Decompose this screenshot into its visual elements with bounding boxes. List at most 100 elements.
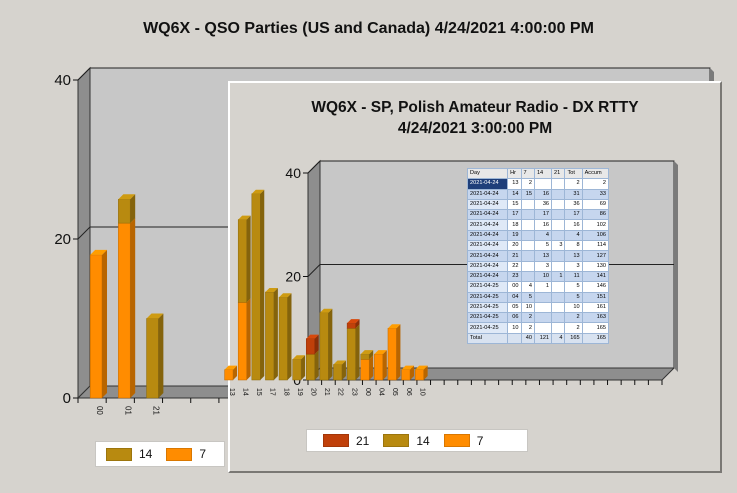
legend-item-14: 14 bbox=[106, 447, 152, 461]
table-cell: 2021-04-25 bbox=[466, 301, 509, 314]
table-cell: 17 bbox=[533, 209, 553, 221]
table-cell: 13 bbox=[507, 178, 522, 190]
table-row[interactable]: 2021-04-24 20 5 3 8 114 bbox=[466, 240, 610, 252]
legend-item-14: 14 bbox=[383, 434, 430, 448]
table-cell: 69 bbox=[581, 198, 610, 211]
bar-top-7-00 bbox=[90, 249, 108, 255]
table-cell bbox=[533, 301, 553, 314]
x-tick-label: 18 bbox=[282, 388, 289, 396]
table-cell: 16 bbox=[533, 219, 553, 231]
table-cell bbox=[533, 312, 553, 324]
x-tick-label: 04 bbox=[378, 388, 385, 396]
table-cell: 4 bbox=[533, 229, 553, 242]
legend-item-21: 21 bbox=[323, 434, 369, 448]
table-cell bbox=[520, 260, 535, 272]
bar-side-7-00 bbox=[369, 355, 374, 380]
bar-series-14-01 bbox=[118, 199, 131, 224]
bar-side-14-21 bbox=[158, 313, 164, 398]
table-cell bbox=[551, 178, 566, 190]
table-cell: 141 bbox=[581, 270, 610, 283]
bar-side-21-20 bbox=[314, 334, 319, 355]
table-row[interactable]: 2021-04-24 19 4 4 106 bbox=[466, 229, 610, 242]
front-chart-title: WQ6X - SP, Polish Amateur Radio - DX RTT… bbox=[311, 99, 639, 137]
table-row[interactable]: 2021-04-24 17 17 17 86 bbox=[466, 209, 610, 221]
table-cell: 14 bbox=[507, 188, 522, 200]
table-row[interactable]: 2021-04-24 15 36 36 69 bbox=[466, 198, 610, 211]
table-cell: 127 bbox=[581, 250, 610, 262]
y-tick-label: 0 bbox=[63, 390, 71, 407]
bar-series-14-21 bbox=[319, 312, 329, 381]
bar-series-7-01 bbox=[118, 222, 131, 399]
bar-side-7-13 bbox=[233, 365, 238, 380]
legend-swatch bbox=[443, 434, 470, 447]
table-row[interactable]: 2021-04-24 13 2 2 2 bbox=[466, 178, 610, 190]
bar-series-14-21 bbox=[146, 318, 159, 399]
table-cell: 3 bbox=[564, 260, 583, 272]
front-chart-window[interactable]: WQ6X - SP, Polish Amateur Radio - DX RTT… bbox=[224, 81, 722, 473]
legend-label: 7 bbox=[199, 447, 207, 461]
bar-side-7-06 bbox=[410, 365, 415, 380]
table-row[interactable]: 2021-04-24 22 3 3 130 bbox=[466, 260, 610, 272]
table-cell: 11 bbox=[564, 270, 583, 283]
table-cell: 04 bbox=[507, 291, 522, 303]
table-cell: 2021-04-25 bbox=[466, 312, 509, 324]
table-cell: 19 bbox=[507, 229, 522, 242]
table-header-cell: 14 bbox=[533, 167, 553, 180]
bar-side-14-00 bbox=[369, 350, 374, 360]
gridline-depth bbox=[77, 226, 91, 240]
table-cell: 16 bbox=[564, 219, 583, 231]
table-cell: 00 bbox=[507, 281, 522, 293]
table-cell: 165 bbox=[581, 322, 610, 334]
table-cell: 05 bbox=[507, 301, 522, 314]
bar-series-14-15 bbox=[251, 193, 261, 381]
table-row[interactable]: 2021-04-24 18 16 16 102 bbox=[466, 219, 610, 231]
table-row[interactable]: 2021-04-25 05 10 10 161 bbox=[466, 301, 610, 314]
x-tick-label: 23 bbox=[350, 388, 357, 396]
table-cell: 1 bbox=[551, 270, 566, 283]
bar-side-14-01 bbox=[130, 194, 136, 224]
table-cell bbox=[551, 229, 566, 242]
x-tick-label: 21 bbox=[323, 388, 330, 396]
table-row[interactable]: 2021-04-24 23 10 1 11 141 bbox=[466, 270, 610, 283]
legend-swatch bbox=[166, 447, 193, 461]
table-cell: 15 bbox=[507, 198, 522, 211]
bar-series-7-05 bbox=[387, 328, 397, 381]
table-cell: 13 bbox=[533, 250, 553, 262]
x-tick-label: 21 bbox=[151, 406, 160, 415]
x-tick-label: 14 bbox=[241, 388, 248, 396]
table-cell bbox=[551, 209, 566, 221]
table-header-cell: 21 bbox=[551, 167, 566, 180]
bar-side-14-17 bbox=[273, 288, 278, 380]
bar-series-7-04 bbox=[374, 353, 384, 381]
bar-side-14-19 bbox=[301, 355, 306, 380]
bar-series-14-18 bbox=[278, 296, 288, 381]
table-cell bbox=[507, 332, 522, 345]
bar-side-7-04 bbox=[382, 350, 387, 380]
table-row[interactable]: 2021-04-24 14 15 16 31 33 bbox=[466, 188, 610, 200]
table-cell bbox=[551, 260, 566, 272]
bar-side-7-14 bbox=[246, 298, 251, 380]
table-cell: 15 bbox=[520, 188, 535, 200]
qso-hourly-table: Day Hr 7 14 21 Tot Accum 2021-04-24 13 2 2 2 2021-0… bbox=[466, 167, 610, 345]
table-row[interactable]: 2021-04-25 10 2 2 165 bbox=[466, 322, 610, 334]
table-cell: 2021-04-25 bbox=[466, 291, 509, 303]
table-cell: 2021-04-24 bbox=[466, 209, 509, 221]
bar-top-14-18 bbox=[279, 293, 292, 298]
table-cell bbox=[551, 312, 566, 324]
table-row[interactable]: 2021-04-24 21 13 13 127 bbox=[466, 250, 610, 262]
table-cell: 36 bbox=[564, 198, 583, 211]
table-cell bbox=[533, 322, 553, 334]
x-tick-label: 22 bbox=[337, 388, 344, 396]
bar-series-14-20 bbox=[306, 353, 315, 381]
x-tick-label: 05 bbox=[391, 388, 398, 396]
plot-right-edge bbox=[674, 161, 678, 372]
bar-top-7-13 bbox=[224, 365, 238, 370]
table-cell bbox=[520, 209, 535, 221]
table-header-cell: Hr bbox=[507, 167, 522, 180]
table-row[interactable]: 2021-04-25 06 2 2 163 bbox=[466, 312, 610, 324]
table-row[interactable]: 2021-04-25 04 5 5 151 bbox=[466, 291, 610, 303]
table-row[interactable]: 2021-04-25 00 4 1 5 146 bbox=[466, 281, 610, 293]
legend-label: 7 bbox=[476, 433, 484, 448]
gridline-depth bbox=[77, 67, 91, 81]
bar-top-21-23 bbox=[347, 319, 360, 324]
